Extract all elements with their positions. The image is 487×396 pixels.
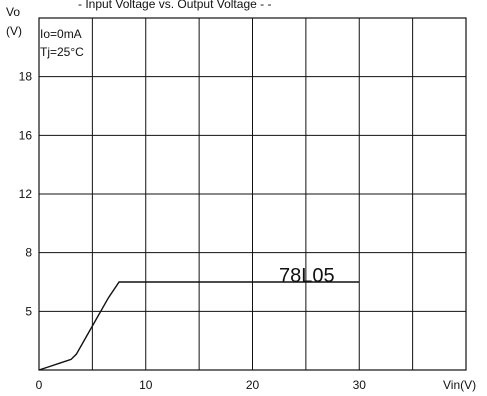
plot-frame	[38, 17, 467, 371]
y-axis-title-line-2: (V)	[6, 24, 22, 38]
tick-labels: 0 10 20 30 5 8 12 16 18	[19, 70, 367, 392]
y-tick-label: 16	[19, 128, 33, 142]
y-tick-label: 8	[25, 246, 32, 260]
series-lines	[38, 281, 360, 371]
x-tick-label: 10	[139, 378, 153, 392]
y-tick-label: 18	[19, 70, 33, 84]
condition-tj: Tj=25°C	[40, 45, 84, 59]
series-line-78l05	[38, 281, 360, 371]
chart-grid	[39, 18, 466, 370]
y-axis-title-line-1: Vo	[6, 5, 20, 19]
series-label-78l05: 78L05	[279, 265, 335, 287]
x-tick-label: 20	[246, 378, 260, 392]
top-title-text: - Input Voltage vs. Output Voltage - -	[78, 0, 271, 11]
x-axis-title: Vin(V)	[443, 378, 476, 392]
x-tick-label: 0	[36, 378, 43, 392]
condition-io: Io=0mA	[40, 27, 82, 41]
x-tick-label: 30	[353, 378, 367, 392]
y-tick-label: 5	[25, 304, 32, 318]
y-tick-label: 12	[19, 187, 33, 201]
